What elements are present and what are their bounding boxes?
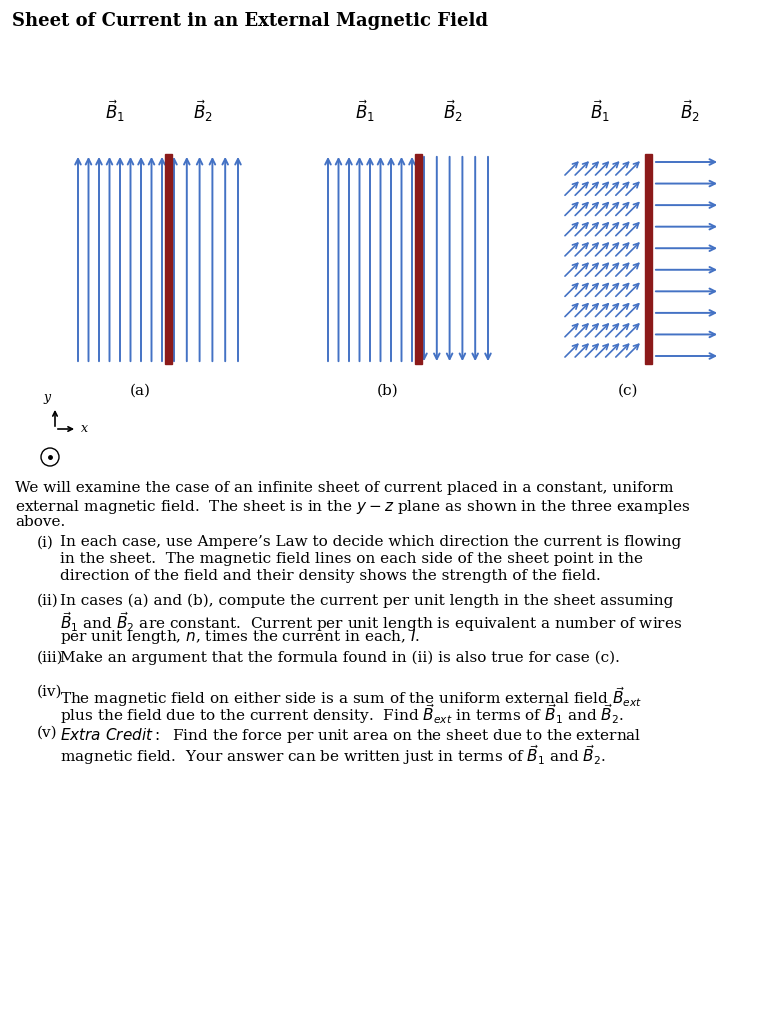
Text: $\mathit{Extra\ Credit:}$  Find the force per unit area on the sheet due to the : $\mathit{Extra\ Credit:}$ Find the force… <box>60 726 641 744</box>
Text: Sheet of Current in an External Magnetic Field: Sheet of Current in an External Magnetic… <box>12 12 488 30</box>
Text: per unit length, $n$, times the current in each, $I$.: per unit length, $n$, times the current … <box>60 627 420 646</box>
Text: (b): (b) <box>377 384 399 398</box>
Text: direction of the field and their density shows the strength of the field.: direction of the field and their density… <box>60 569 601 584</box>
Text: plus the field due to the current density.  Find $\vec{B}_{ext}$ in terms of $\v: plus the field due to the current densit… <box>60 702 624 726</box>
Text: Make an argument that the formula found in (ii) is also true for case (c).: Make an argument that the formula found … <box>60 651 620 666</box>
Text: (ii): (ii) <box>37 593 59 607</box>
Text: $\vec{B}_1$ and $\vec{B}_2$ are constant.  Current per unit length is equivalent: $\vec{B}_1$ and $\vec{B}_2$ are constant… <box>60 610 682 634</box>
Text: $\vec{B}_2$: $\vec{B}_2$ <box>680 98 700 124</box>
Text: external magnetic field.  The sheet is in the $y-z$ plane as shown in the three : external magnetic field. The sheet is in… <box>15 498 690 516</box>
Text: The magnetic field on either side is a sum of the uniform external field $\vec{B: The magnetic field on either side is a s… <box>60 685 642 709</box>
Text: (v): (v) <box>37 726 58 739</box>
Text: magnetic field.  Your answer can be written just in terms of $\vec{B}_1$ and $\v: magnetic field. Your answer can be writt… <box>60 742 606 767</box>
Text: $\vec{B}_2$: $\vec{B}_2$ <box>443 98 463 124</box>
Text: (c): (c) <box>618 384 638 398</box>
Text: (a): (a) <box>129 384 150 398</box>
Text: (iv): (iv) <box>37 685 62 699</box>
Text: $\vec{B}_1$: $\vec{B}_1$ <box>590 98 610 124</box>
Text: x: x <box>81 423 88 435</box>
Text: in the sheet.  The magnetic field lines on each side of the sheet point in the: in the sheet. The magnetic field lines o… <box>60 552 643 566</box>
Text: In cases (a) and (b), compute the current per unit length in the sheet assuming: In cases (a) and (b), compute the curren… <box>60 593 674 607</box>
Text: $\vec{B}_1$: $\vec{B}_1$ <box>105 98 125 124</box>
Text: (i): (i) <box>37 536 54 550</box>
Text: above.: above. <box>15 515 65 529</box>
Text: We will examine the case of an infinite sheet of current placed in a constant, u: We will examine the case of an infinite … <box>15 481 674 495</box>
Text: y: y <box>43 391 51 404</box>
Text: (iii): (iii) <box>37 651 64 665</box>
Text: $\vec{B}_2$: $\vec{B}_2$ <box>193 98 213 124</box>
Bar <box>165 154 172 364</box>
Bar <box>414 154 421 364</box>
Bar <box>644 154 651 364</box>
Text: In each case, use Ampere’s Law to decide which direction the current is flowing: In each case, use Ampere’s Law to decide… <box>60 536 681 550</box>
Text: $\vec{B}_1$: $\vec{B}_1$ <box>355 98 375 124</box>
